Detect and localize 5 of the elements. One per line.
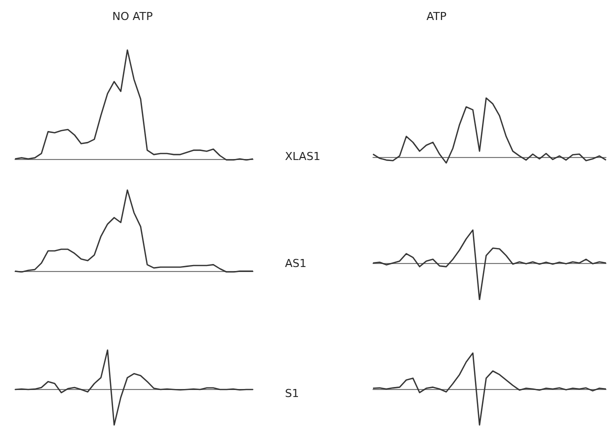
y-axis-title: AS1 <box>285 257 307 270</box>
y-axis-title: S1 <box>285 387 299 400</box>
chart-title: ATP <box>426 10 447 23</box>
chart-title: NO ATP <box>112 10 154 23</box>
y-axis-title: XLAS1 <box>285 150 320 163</box>
